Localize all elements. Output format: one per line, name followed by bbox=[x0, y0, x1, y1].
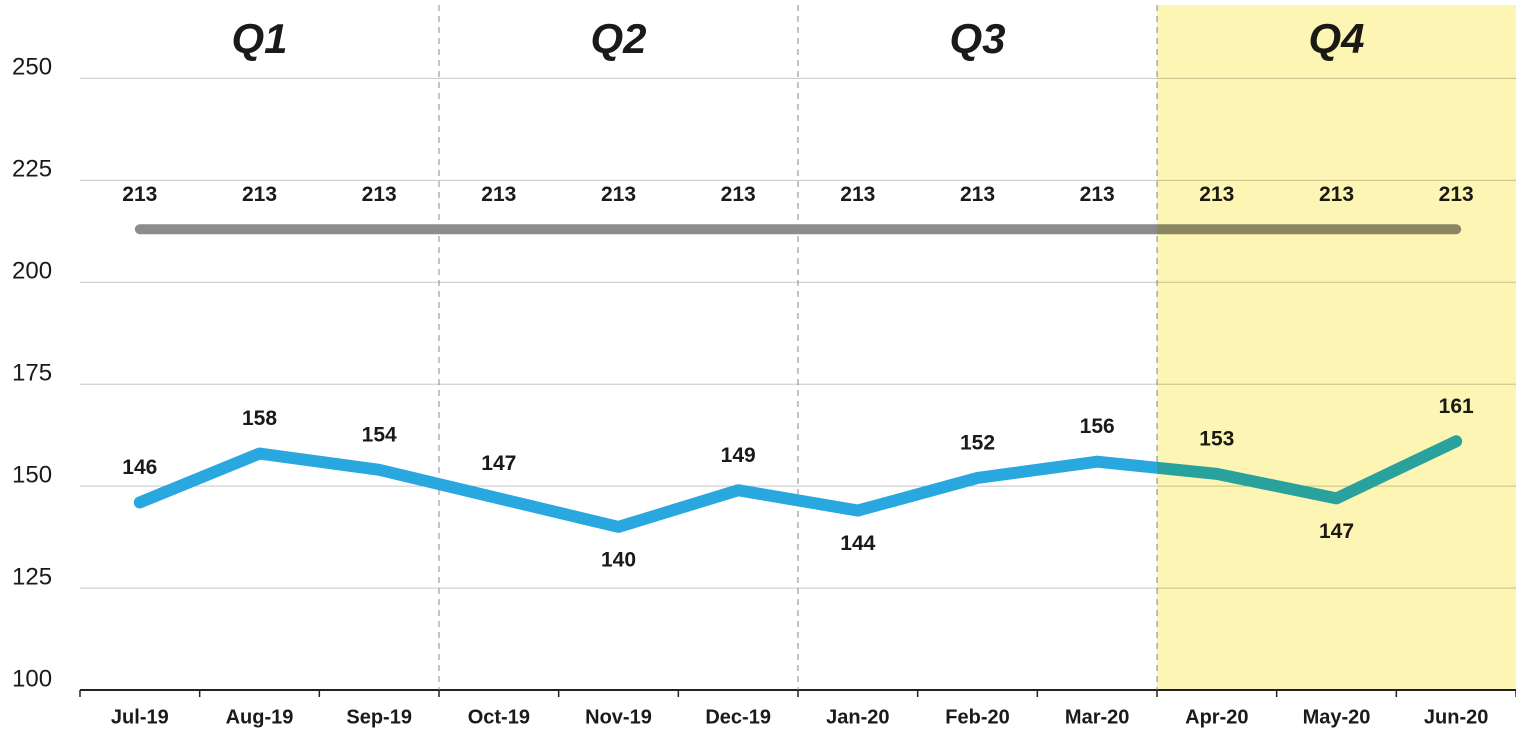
data-label: 154 bbox=[362, 423, 397, 446]
x-tick-label: Apr-20 bbox=[1185, 706, 1248, 728]
data-label: 213 bbox=[481, 183, 516, 206]
x-tick-label: Mar-20 bbox=[1065, 706, 1129, 728]
data-label: 213 bbox=[122, 183, 157, 206]
data-label: 156 bbox=[1080, 415, 1115, 438]
data-label: 213 bbox=[242, 183, 277, 206]
x-tick-label: Oct-19 bbox=[468, 706, 530, 728]
x-tick-label: Sep-19 bbox=[346, 706, 412, 728]
y-tick-label: 125 bbox=[12, 563, 52, 590]
y-tick-label: 100 bbox=[12, 665, 52, 692]
y-tick-label: 200 bbox=[12, 258, 52, 285]
data-label: 158 bbox=[242, 407, 277, 430]
y-tick-label: 225 bbox=[12, 156, 52, 183]
data-label: 213 bbox=[840, 183, 875, 206]
x-tick-label: May-20 bbox=[1303, 706, 1371, 728]
data-label: 152 bbox=[960, 432, 995, 455]
x-tick-label: Jul-19 bbox=[111, 706, 169, 728]
x-tick-label: Jun-20 bbox=[1424, 706, 1488, 728]
data-label: 213 bbox=[1080, 183, 1115, 206]
data-label: 149 bbox=[721, 444, 756, 467]
x-tick-label: Jan-20 bbox=[826, 706, 889, 728]
quarter-highlight bbox=[1157, 5, 1516, 690]
y-tick-label: 175 bbox=[12, 360, 52, 387]
quarter-label: Q2 bbox=[590, 15, 646, 63]
data-label: 213 bbox=[601, 183, 636, 206]
x-tick-label: Dec-19 bbox=[705, 706, 771, 728]
x-tick-label: Feb-20 bbox=[945, 706, 1009, 728]
quarter-label: Q1 bbox=[231, 15, 287, 63]
y-tick-label: 150 bbox=[12, 461, 52, 488]
data-label: 213 bbox=[721, 183, 756, 206]
data-label: 213 bbox=[960, 183, 995, 206]
quarter-label: Q3 bbox=[949, 15, 1005, 63]
x-tick-label: Aug-19 bbox=[226, 706, 294, 728]
data-label: 144 bbox=[840, 532, 875, 555]
data-label: 140 bbox=[601, 548, 636, 571]
data-label: 146 bbox=[122, 456, 157, 479]
data-label: 147 bbox=[481, 452, 516, 475]
x-tick-label: Nov-19 bbox=[585, 706, 652, 728]
y-tick-label: 250 bbox=[12, 54, 52, 81]
data-label: 213 bbox=[362, 183, 397, 206]
